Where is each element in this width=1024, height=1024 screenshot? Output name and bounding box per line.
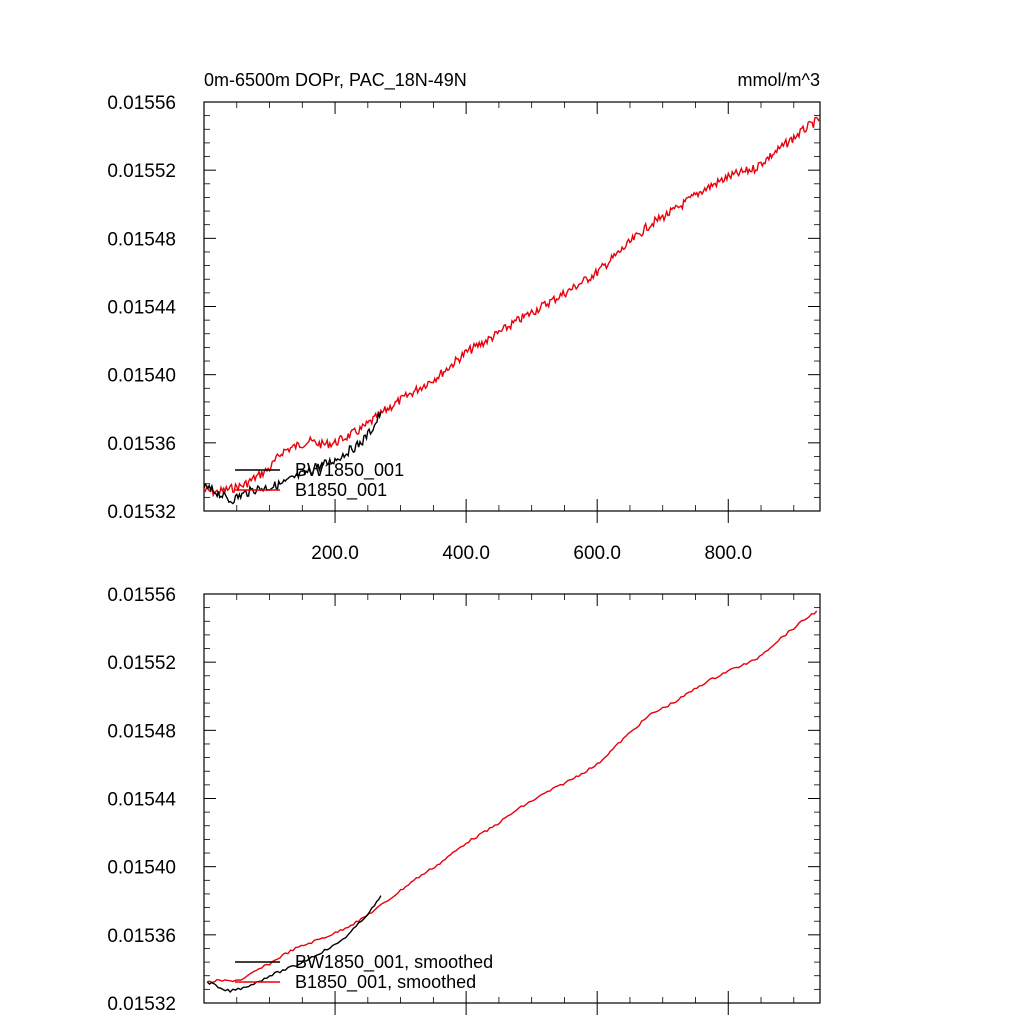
- y-tick-label: 0.01540: [107, 858, 176, 879]
- series-line-b1850: [207, 610, 818, 984]
- top-plot-area: 0.01532 0.01536 0.01540 0.01544 0.01548 0.015…: [107, 93, 821, 564]
- series-line-b1850: [203, 116, 821, 498]
- series-line-bw1850: [203, 411, 382, 505]
- x-tick-label: 600.0: [573, 543, 621, 564]
- bottom-plot-area: 0.01532 0.01536 0.01540 0.01544 0.01548 0.015…: [107, 585, 821, 1015]
- y-tick-label: 0.01556: [107, 93, 176, 114]
- y-tick-label: 0.01556: [107, 585, 176, 606]
- y-tick-label: 0.01540: [107, 366, 176, 387]
- y-tick-label: 0.01544: [107, 298, 176, 319]
- legend-label: B1850_001, smoothed: [295, 972, 476, 993]
- y-tick-label: 0.01536: [107, 926, 176, 947]
- y-tick-label: 0.01532: [107, 502, 176, 523]
- legend-label: BW1850_001, smoothed: [295, 952, 493, 973]
- y-tick-label: 0.01532: [107, 994, 176, 1015]
- x-tick-label: 400.0: [442, 543, 490, 564]
- y-tick-label: 0.01544: [107, 790, 176, 811]
- legend-label: B1850_001: [295, 480, 387, 501]
- x-tick-label: 800.0: [704, 543, 752, 564]
- x-tick-label: 200.0: [311, 543, 359, 564]
- top-panel-title: 0m-6500m DOPr, PAC_18N-49N: [204, 70, 467, 91]
- top-panel-units: mmol/m^3: [738, 70, 820, 90]
- y-tick-label: 0.01536: [107, 434, 176, 455]
- y-tick-label: 0.01548: [107, 721, 176, 742]
- bottom-panel: 0.01532 0.01536 0.01540 0.01544 0.01548 0.015…: [107, 585, 821, 1015]
- top-panel: 0m-6500m DOPr, PAC_18N-49N mmol/m^3 0.01…: [107, 70, 821, 564]
- y-tick-label: 0.01548: [107, 229, 176, 250]
- y-tick-label: 0.01552: [107, 653, 176, 674]
- legend-label: BW1850_001: [295, 460, 404, 481]
- series-line-bw1850: [206, 895, 382, 994]
- y-tick-label: 0.01552: [107, 161, 176, 182]
